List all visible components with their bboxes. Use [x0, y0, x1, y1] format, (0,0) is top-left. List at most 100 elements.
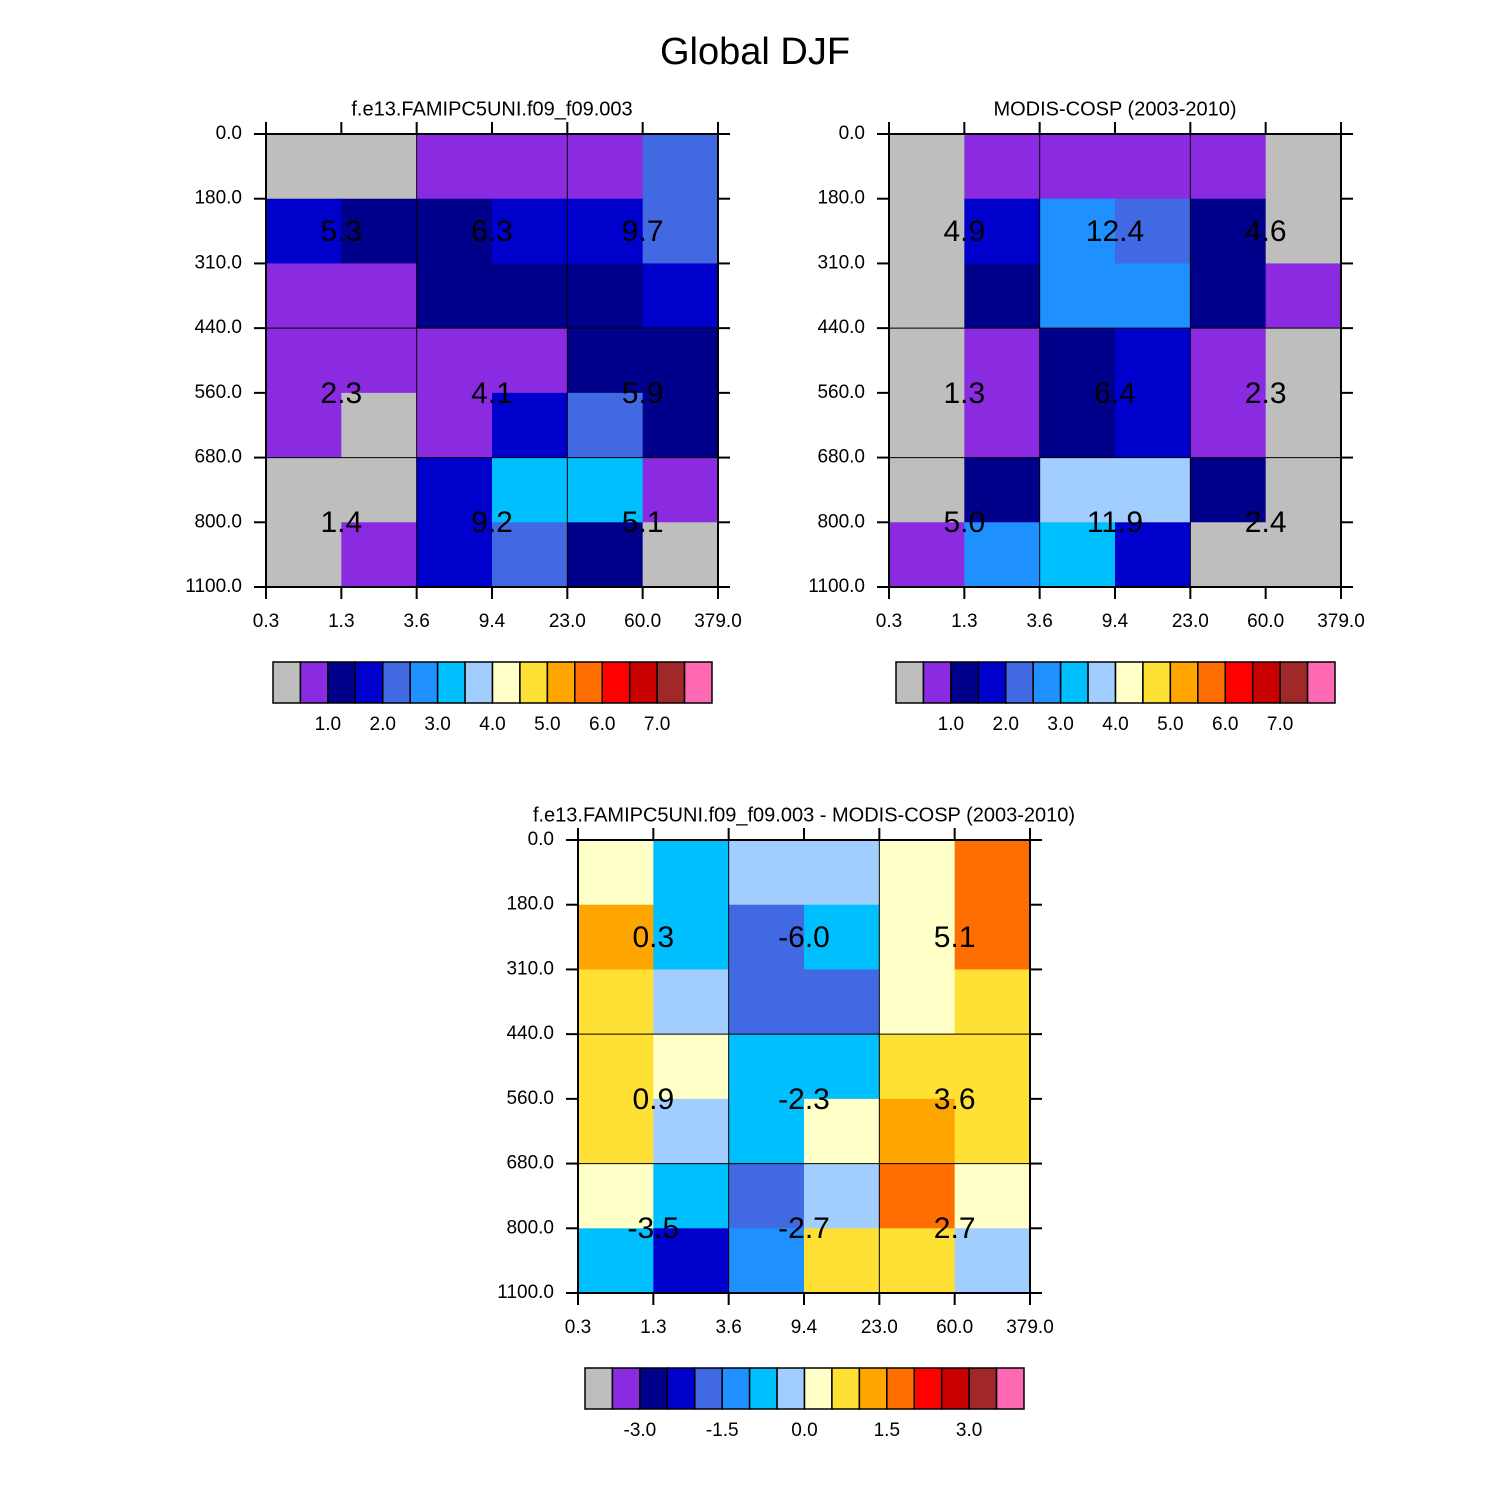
cell	[341, 134, 418, 200]
cell	[728, 1098, 805, 1165]
colorbar-box	[584, 1367, 614, 1410]
cell	[1039, 392, 1116, 459]
colorbar-box	[519, 661, 549, 704]
cell	[266, 134, 342, 200]
y-tick-label: 800.0	[506, 1217, 554, 1238]
cell	[804, 969, 880, 1035]
colorbar-box	[694, 1367, 723, 1410]
cell	[266, 198, 342, 264]
colorbar-box	[977, 661, 1007, 704]
block-label: 1.3	[943, 377, 985, 410]
colorbar-box	[922, 661, 952, 704]
y-tick-label: 1100.0	[185, 576, 242, 597]
x-tick-label: 0.3	[876, 611, 902, 632]
y-tick-label: 1100.0	[808, 576, 865, 597]
cell	[1190, 134, 1267, 200]
cell	[642, 198, 719, 264]
cell	[642, 457, 719, 523]
cell	[653, 1228, 730, 1294]
cell	[728, 1034, 805, 1100]
colorbar-tick-label: 6.0	[1212, 714, 1238, 735]
cell	[642, 328, 719, 394]
colorbar-tick-label: 3.0	[424, 714, 450, 735]
cell	[954, 904, 1031, 970]
cell	[642, 263, 719, 329]
y-tick-label: 560.0	[506, 1088, 554, 1109]
cell	[804, 840, 880, 906]
y-tick-label: 560.0	[817, 382, 865, 403]
colorbar-box	[683, 661, 713, 704]
cell	[804, 1098, 880, 1165]
block-label: 2.3	[1245, 377, 1287, 410]
cell	[1039, 328, 1116, 394]
block-label: 0.9	[632, 1083, 674, 1116]
cell	[1115, 522, 1191, 588]
block-label: -3.5	[627, 1212, 679, 1245]
cell	[1265, 522, 1342, 588]
colorbar-box	[1142, 661, 1172, 704]
cell	[341, 457, 418, 523]
cell	[1265, 134, 1342, 200]
cell	[578, 969, 654, 1035]
colorbar-box	[940, 1367, 970, 1410]
cell	[954, 1034, 1031, 1100]
cell	[728, 840, 805, 906]
x-tick-label: 0.3	[253, 611, 279, 632]
cell	[642, 522, 719, 588]
cell	[954, 1098, 1031, 1165]
colorbar-box	[464, 661, 494, 704]
colorbar-box	[574, 661, 603, 704]
y-tick-label: 180.0	[194, 188, 242, 209]
colorbar-box	[1251, 661, 1281, 704]
cell	[266, 457, 342, 523]
colorbar-box	[1087, 661, 1117, 704]
colorbar-tick-label: 1.0	[315, 714, 341, 735]
colorbar-box	[272, 661, 302, 704]
x-tick-label: 23.0	[1172, 611, 1209, 632]
cell	[889, 457, 965, 523]
cell	[642, 392, 719, 459]
cell	[889, 392, 965, 459]
cell	[964, 134, 1041, 200]
block-label: 9.2	[471, 506, 513, 539]
block-label: 9.7	[622, 215, 664, 248]
cell	[578, 1098, 654, 1165]
cell	[954, 1228, 1031, 1294]
block-label: 5.0	[943, 506, 985, 539]
cell	[1115, 198, 1191, 264]
x-tick-label: 60.0	[1247, 611, 1284, 632]
cell	[804, 1034, 880, 1100]
colorbar-box	[1306, 661, 1336, 704]
x-tick-label: 9.4	[791, 1317, 818, 1338]
colorbar-box	[995, 1367, 1025, 1410]
cell	[578, 904, 654, 970]
cell	[1190, 522, 1267, 588]
cell	[879, 1034, 956, 1100]
cell	[728, 904, 805, 970]
cell	[1190, 263, 1267, 329]
x-tick-label: 1.3	[951, 611, 977, 632]
x-tick-label: 379.0	[694, 611, 742, 632]
colorbar-box	[1224, 661, 1254, 704]
block-label: -6.0	[778, 921, 830, 954]
cell	[1115, 263, 1191, 329]
cell	[492, 134, 568, 200]
cell	[1115, 392, 1191, 459]
colorbar-tick-label: 3.0	[956, 1420, 982, 1441]
colorbar-tick-label: 5.0	[1157, 714, 1183, 735]
cell	[492, 198, 568, 264]
cell	[492, 457, 568, 523]
x-tick-label: 3.6	[1026, 611, 1052, 632]
x-tick-label: 9.4	[1102, 611, 1129, 632]
x-tick-label: 3.6	[403, 611, 429, 632]
block-label: 11.9	[1087, 506, 1143, 539]
cell	[416, 198, 493, 264]
y-tick-label: 0.0	[216, 123, 242, 144]
cell	[653, 969, 730, 1035]
cell	[567, 457, 644, 523]
cell	[954, 969, 1031, 1035]
cell	[341, 392, 418, 459]
cell	[578, 1034, 654, 1100]
cell	[1039, 522, 1116, 588]
